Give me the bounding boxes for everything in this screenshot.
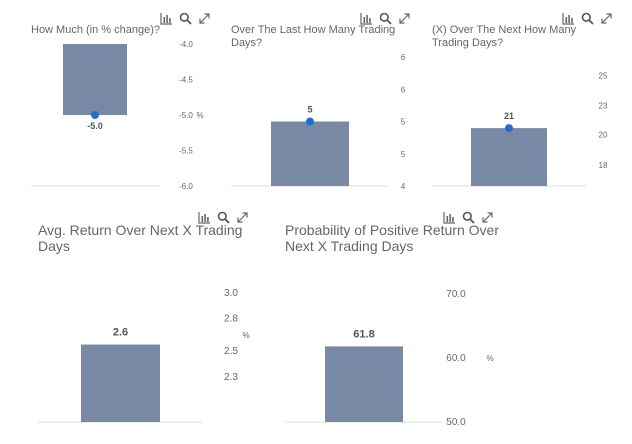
y-tick-label: 70.0 [446, 289, 466, 300]
y-tick-label: 5 [401, 150, 406, 159]
y-unit-label: % [196, 111, 203, 120]
chart-toggle-icon[interactable] [443, 211, 456, 224]
y-tick-label: 3.0 [224, 288, 238, 299]
y-unit-label: % [486, 354, 493, 363]
y-tick-label: 4 [401, 182, 406, 191]
expand-icon[interactable] [600, 12, 613, 25]
value-marker[interactable] [505, 124, 513, 133]
chart-toggle-icon[interactable] [360, 12, 373, 25]
chart-title: (X) Over The Next How Many Trading Days? [432, 24, 577, 49]
y-tick-label: -5.5 [179, 147, 193, 156]
data-label: 5 [307, 105, 312, 115]
y-tick-label: 60.0 [446, 353, 466, 364]
expand-icon[interactable] [398, 12, 411, 25]
y-tick-label: 6 [401, 85, 406, 94]
chart-toggle-icon[interactable] [198, 211, 211, 224]
data-label: 2.6 [113, 327, 128, 339]
chart-toolbar [443, 211, 494, 224]
value-marker[interactable] [91, 111, 99, 119]
bar[interactable] [325, 346, 403, 422]
bar[interactable] [81, 344, 160, 422]
y-tick-label: -6.0 [179, 182, 193, 191]
bar[interactable] [271, 121, 349, 187]
chart-title: Probability of Positive Return Over Next… [285, 222, 499, 255]
y-tick-label: -5.0 [179, 111, 193, 120]
chart-toolbar [198, 211, 249, 224]
chart-plot: -4.0-4.5-5.0-5.5-6.0%-5.0 [31, 40, 204, 191]
search-icon[interactable] [179, 12, 192, 25]
chart-panel-last-days: Over The Last How Many Trading Days? 6 6 5… [200, 0, 415, 200]
search-icon[interactable] [379, 12, 392, 25]
chart-toolbar [562, 12, 613, 25]
chart-panel-next-days: (X) Over The Next How Many Trading Days?… [400, 0, 632, 200]
search-icon[interactable] [581, 12, 594, 25]
data-label: -5.0 [87, 121, 103, 131]
search-icon[interactable] [462, 211, 475, 224]
chart-title: Avg. Return Over Next X Trading Days [38, 222, 243, 255]
y-tick-label: 20 [599, 131, 608, 140]
y-tick-label: 2.5 [224, 346, 238, 357]
y-tick-label: 18 [599, 161, 608, 170]
chart-plot: 3.0 2.8 2.5 2.3% 2.6 [38, 288, 250, 423]
chart-panel-avg-return: Avg. Return Over Next X Trading Days 3.0… [0, 205, 265, 444]
data-label: 61.8 [353, 328, 374, 340]
chart-toolbar [160, 12, 211, 25]
y-tick-label: -4.0 [179, 40, 193, 49]
chart-title: Over The Last How Many Trading Days? [231, 24, 396, 49]
y-tick-label: 2.8 [224, 314, 238, 325]
search-icon[interactable] [217, 211, 230, 224]
y-tick-label: 6 [401, 53, 406, 62]
chart-plot: 25 23 20 18 21 [432, 71, 608, 187]
chart-toggle-icon[interactable] [562, 12, 575, 25]
y-tick-label: 23 [599, 102, 608, 111]
expand-icon[interactable] [481, 211, 494, 224]
chart-panel-probability: Probability of Positive Return Over Next… [245, 205, 515, 444]
y-unit-label: % [242, 331, 249, 340]
y-tick-label: -4.5 [179, 76, 193, 85]
expand-icon[interactable] [198, 12, 211, 25]
chart-panel-how-much: How Much (in % change)? -4.0 -4.5 -5.0 -5.5… [0, 0, 215, 200]
y-tick-label: 25 [599, 71, 608, 80]
chart-toggle-icon[interactable] [160, 12, 173, 25]
chart-title: How Much (in % change)? [31, 24, 161, 36]
bar[interactable] [471, 128, 547, 186]
y-tick-label: 2.3 [224, 372, 238, 383]
data-label: 21 [504, 111, 514, 121]
value-marker[interactable] [306, 117, 314, 126]
chart-plot: 6 6 5 5 4 5 [231, 53, 406, 191]
chart-toolbar [360, 12, 411, 25]
expand-icon[interactable] [236, 211, 249, 224]
y-tick-label: 50.0 [446, 417, 466, 428]
y-tick-label: 5 [401, 118, 406, 127]
bar[interactable] [63, 44, 127, 115]
chart-plot: 70.0 60.0 50.0% 61.8 [285, 289, 494, 428]
